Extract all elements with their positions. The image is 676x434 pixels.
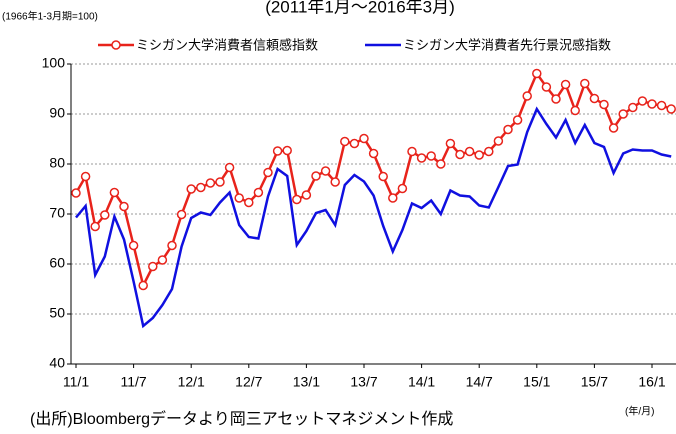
marker	[119, 201, 129, 212]
marker	[455, 149, 465, 160]
marker	[503, 124, 513, 135]
marker	[599, 99, 609, 110]
x-tick-label: 12/7	[235, 374, 262, 390]
y-tick-label: 80	[49, 155, 65, 171]
x-tick-label: 13/7	[350, 374, 377, 390]
marker	[416, 153, 427, 163]
x-tick-label: 13/1	[293, 374, 320, 390]
marker	[176, 209, 187, 220]
marker	[397, 183, 408, 194]
marker	[647, 99, 657, 109]
marker	[580, 78, 590, 89]
marker	[157, 255, 168, 265]
legend-marker	[111, 40, 121, 50]
series-line	[75, 106, 672, 329]
marker	[359, 133, 369, 144]
marker	[522, 91, 532, 101]
marker	[263, 167, 273, 178]
marker	[253, 187, 264, 198]
marker	[666, 104, 676, 114]
marker	[484, 146, 494, 157]
marker	[589, 93, 600, 104]
marker	[493, 136, 504, 146]
x-tick-label: 15/7	[581, 374, 608, 390]
marker	[570, 105, 580, 116]
marker	[445, 138, 456, 149]
marker	[349, 138, 360, 149]
marker	[608, 123, 619, 133]
marker	[618, 109, 628, 119]
series-line	[74, 70, 672, 290]
legend-label: ミシガン大学消費者先行景況感指数	[403, 37, 611, 52]
marker	[205, 178, 216, 188]
marker	[474, 150, 484, 160]
legend-label: ミシガン大学消費者信頼感指数	[136, 37, 318, 52]
marker	[378, 171, 388, 182]
marker	[71, 188, 81, 198]
y-tick-label: 100	[42, 55, 66, 71]
x-tick-label: 14/7	[466, 374, 493, 390]
marker	[532, 68, 542, 79]
x-tick-label: 11/1	[63, 374, 89, 390]
marker	[167, 240, 177, 251]
x-tick-label: 14/1	[408, 374, 435, 390]
marker	[90, 221, 100, 232]
marker	[292, 194, 302, 205]
marker	[560, 79, 571, 90]
x-tick-label: 11/7	[120, 374, 146, 390]
marker	[224, 162, 235, 173]
marker	[340, 136, 350, 147]
x-axis-label: (年/月)	[625, 405, 654, 418]
marker	[80, 171, 91, 182]
marker	[138, 280, 148, 291]
marker	[301, 190, 312, 200]
marker	[512, 115, 523, 125]
marker	[234, 193, 244, 203]
marker	[368, 148, 379, 159]
marker	[436, 159, 446, 169]
y-tick-label: 70	[49, 205, 65, 221]
marker	[426, 151, 436, 161]
marker	[282, 145, 292, 156]
x-tick-label: 12/1	[178, 374, 205, 390]
marker	[541, 82, 552, 92]
marker	[628, 102, 638, 113]
marker	[272, 146, 283, 156]
y-tick-label: 60	[49, 255, 65, 271]
marker	[186, 184, 196, 194]
y-tick-label: 50	[49, 305, 65, 321]
marker	[388, 193, 398, 203]
marker	[196, 182, 206, 193]
marker	[244, 197, 254, 208]
chart-title: (2011年1月～2016年3月)	[265, 0, 455, 16]
marker	[100, 210, 110, 220]
y-tick-label: 40	[49, 355, 65, 371]
marker	[311, 171, 321, 181]
marker	[148, 261, 158, 272]
marker	[464, 146, 475, 157]
marker	[656, 100, 667, 111]
y-axis-label: (1966年1-3月期=100)	[2, 10, 98, 23]
y-tick-label: 90	[49, 105, 65, 121]
marker	[407, 146, 417, 157]
x-tick-label: 15/1	[523, 374, 550, 390]
marker	[128, 240, 139, 251]
marker	[320, 166, 331, 176]
marker	[330, 177, 340, 187]
marker	[215, 177, 225, 187]
source: (出所)Bloombergデータより岡三アセットマネジメント作成	[30, 409, 453, 428]
marker	[551, 94, 561, 104]
x-tick-label: 16/1	[638, 374, 665, 390]
marker	[637, 96, 648, 106]
marker	[109, 187, 120, 198]
